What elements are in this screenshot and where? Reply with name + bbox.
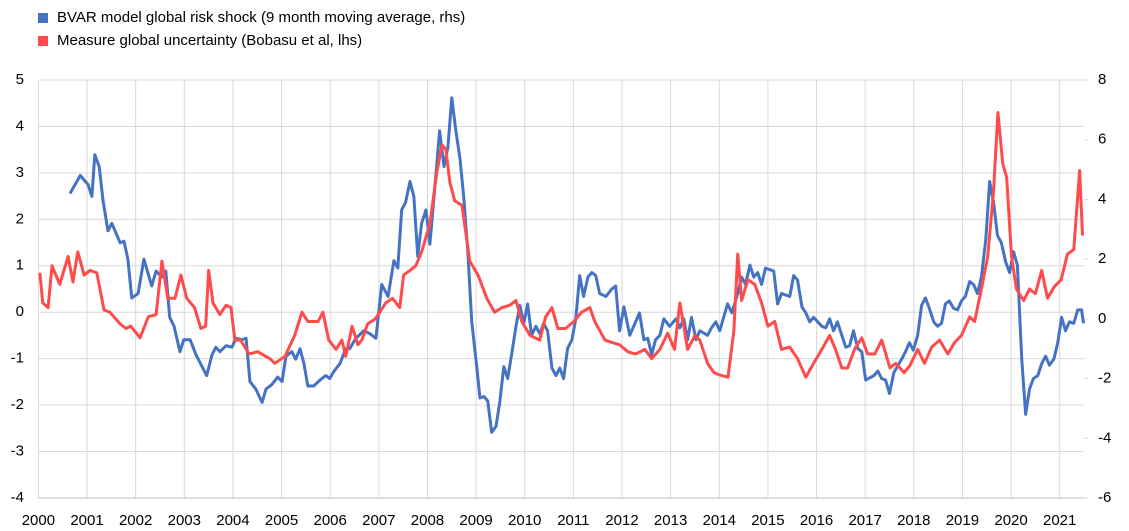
x-tick-label: 2000	[22, 512, 55, 529]
y-tick-label: -2	[11, 396, 24, 413]
x-tick-label: 2014	[703, 512, 736, 529]
y2-tick-label: -2	[1098, 370, 1111, 387]
x-tick-label: 2005	[265, 512, 298, 529]
y-tick-label: 5	[16, 71, 24, 88]
x-tick-label: 2020	[994, 512, 1027, 529]
legend-label: Measure global uncertainty (Bobasu et al…	[57, 32, 362, 49]
legend-swatch	[38, 36, 48, 46]
x-tick-label: 2007	[362, 512, 395, 529]
x-tick-label: 2021	[1043, 512, 1076, 529]
y2-tick-label: -4	[1098, 429, 1111, 446]
y-tick-label: 0	[16, 303, 24, 320]
x-tick-label: 2009	[459, 512, 492, 529]
y2-tick-label: 6	[1098, 131, 1106, 148]
x-tick-label: 2010	[508, 512, 541, 529]
y-tick-label: 2	[16, 210, 24, 227]
legend-label: BVAR model global risk shock (9 month mo…	[57, 9, 465, 26]
x-tick-label: 2003	[168, 512, 201, 529]
y2-tick-label: 0	[1098, 310, 1106, 327]
x-tick-label: 2002	[119, 512, 152, 529]
y-tick-label: -4	[11, 489, 24, 506]
x-tick-label: 2011	[557, 512, 589, 529]
x-tick-label: 2001	[70, 512, 103, 529]
x-tick-label: 2004	[216, 512, 249, 529]
y2-tick-label: 2	[1098, 250, 1106, 267]
y-tick-label: 3	[16, 164, 24, 181]
x-tick-label: 2008	[411, 512, 444, 529]
y2-tick-label: 8	[1098, 71, 1106, 88]
x-tick-label: 2016	[800, 512, 833, 529]
y-tick-label: -1	[11, 350, 24, 367]
y-tick-label: 4	[16, 117, 24, 134]
y2-tick-label: 4	[1098, 190, 1106, 207]
x-tick-label: 2017	[848, 512, 881, 529]
x-tick-label: 2018	[897, 512, 930, 529]
y2-tick-label: -6	[1098, 489, 1111, 506]
series-line	[68, 96, 1085, 434]
x-tick-label: 2019	[946, 512, 979, 529]
series-line	[38, 111, 1085, 379]
x-tick-label: 2015	[751, 512, 784, 529]
y-tick-label: 1	[16, 257, 24, 274]
x-tick-label: 2012	[605, 512, 638, 529]
y-tick-label: -3	[11, 443, 24, 460]
x-tick-label: 2006	[314, 512, 347, 529]
x-tick-label: 2013	[654, 512, 687, 529]
legend-swatch	[38, 13, 48, 23]
